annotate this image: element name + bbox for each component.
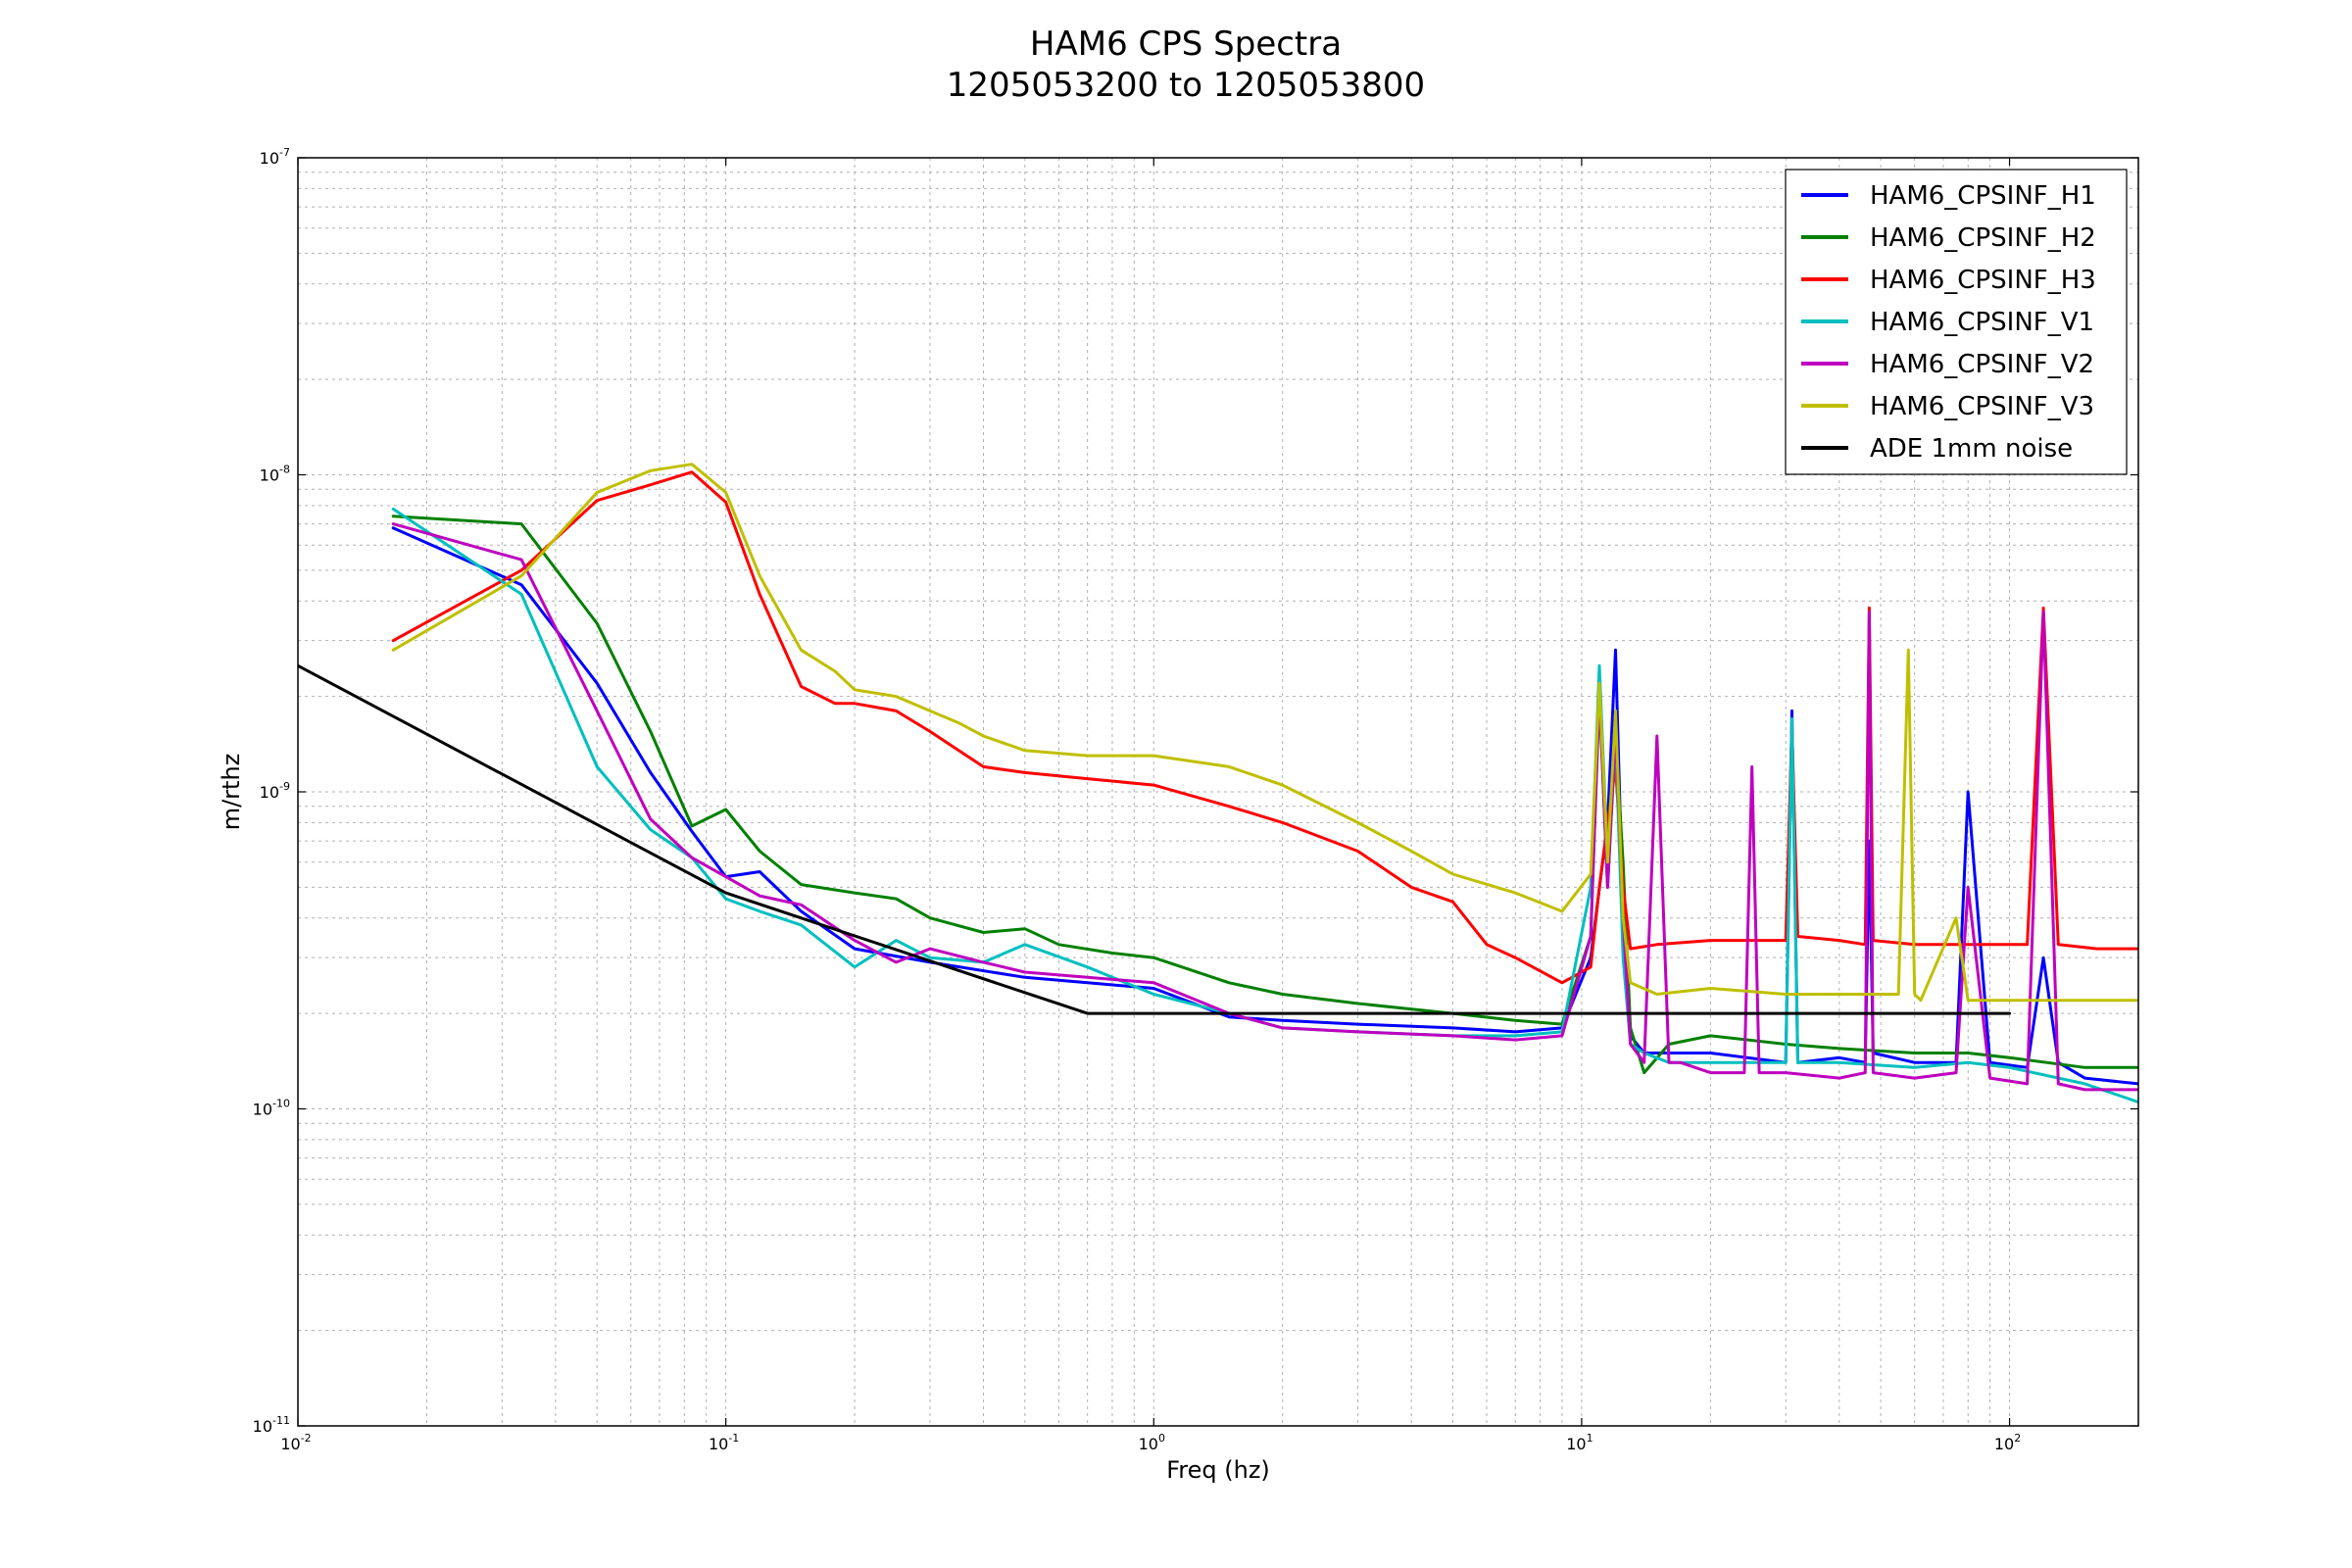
legend-label-6: HAM6_CPSINF_V3 bbox=[1870, 392, 2094, 421]
x-axis-label: Freq (hz) bbox=[1166, 1456, 1270, 1484]
series-line-6 bbox=[391, 463, 2138, 1003]
chart-subtitle: 1205053200 to 1205053800 bbox=[947, 66, 1425, 105]
series-line-2 bbox=[391, 514, 2138, 1075]
legend-label-4: HAM6_CPSINF_V1 bbox=[1870, 308, 2094, 337]
x-tick-label-3: 100 bbox=[1139, 1432, 1165, 1453]
chart-title: HAM6 CPS Spectra bbox=[1030, 24, 1342, 64]
legend: HAM6_CPSINF_H1 HAM6_CPSINF_H2 HAM6_CPSINF_… bbox=[1785, 169, 2128, 475]
y-tick-label-4: 10-8 bbox=[260, 464, 290, 485]
x-tick-label-4: 101 bbox=[1566, 1432, 1592, 1453]
y-tick-label-2: 10-10 bbox=[253, 1098, 290, 1119]
y-tick-label-1: 10-11 bbox=[253, 1414, 290, 1436]
grid-lines bbox=[298, 158, 2138, 1426]
axis-ticks: 10-2 10-1 100 101 102 10-11 10-10 10-9 10-8 10-7 bbox=[253, 146, 2138, 1453]
y-tick-label-5: 10-7 bbox=[260, 146, 290, 168]
series-line-4 bbox=[391, 507, 2138, 1104]
series-line-7 bbox=[298, 663, 2012, 1015]
x-tick-label-5: 102 bbox=[1994, 1432, 2021, 1453]
legend-label-2: HAM6_CPSINF_H2 bbox=[1870, 223, 2096, 253]
y-tick-label-3: 10-9 bbox=[260, 780, 290, 802]
legend-label-7: ADE 1mm noise bbox=[1870, 434, 2073, 464]
x-tick-label-1: 10-2 bbox=[280, 1432, 311, 1453]
series-line-3 bbox=[391, 470, 2138, 985]
x-tick-label-2: 10-1 bbox=[709, 1432, 739, 1453]
series-lines bbox=[298, 463, 2138, 1104]
y-axis-label: m/rthz bbox=[218, 754, 245, 831]
legend-label-1: HAM6_CPSINF_H1 bbox=[1870, 181, 2096, 211]
legend-label-3: HAM6_CPSINF_H3 bbox=[1870, 266, 2096, 295]
series-line-1 bbox=[391, 526, 2138, 1086]
legend-label-5: HAM6_CPSINF_V2 bbox=[1870, 350, 2094, 379]
